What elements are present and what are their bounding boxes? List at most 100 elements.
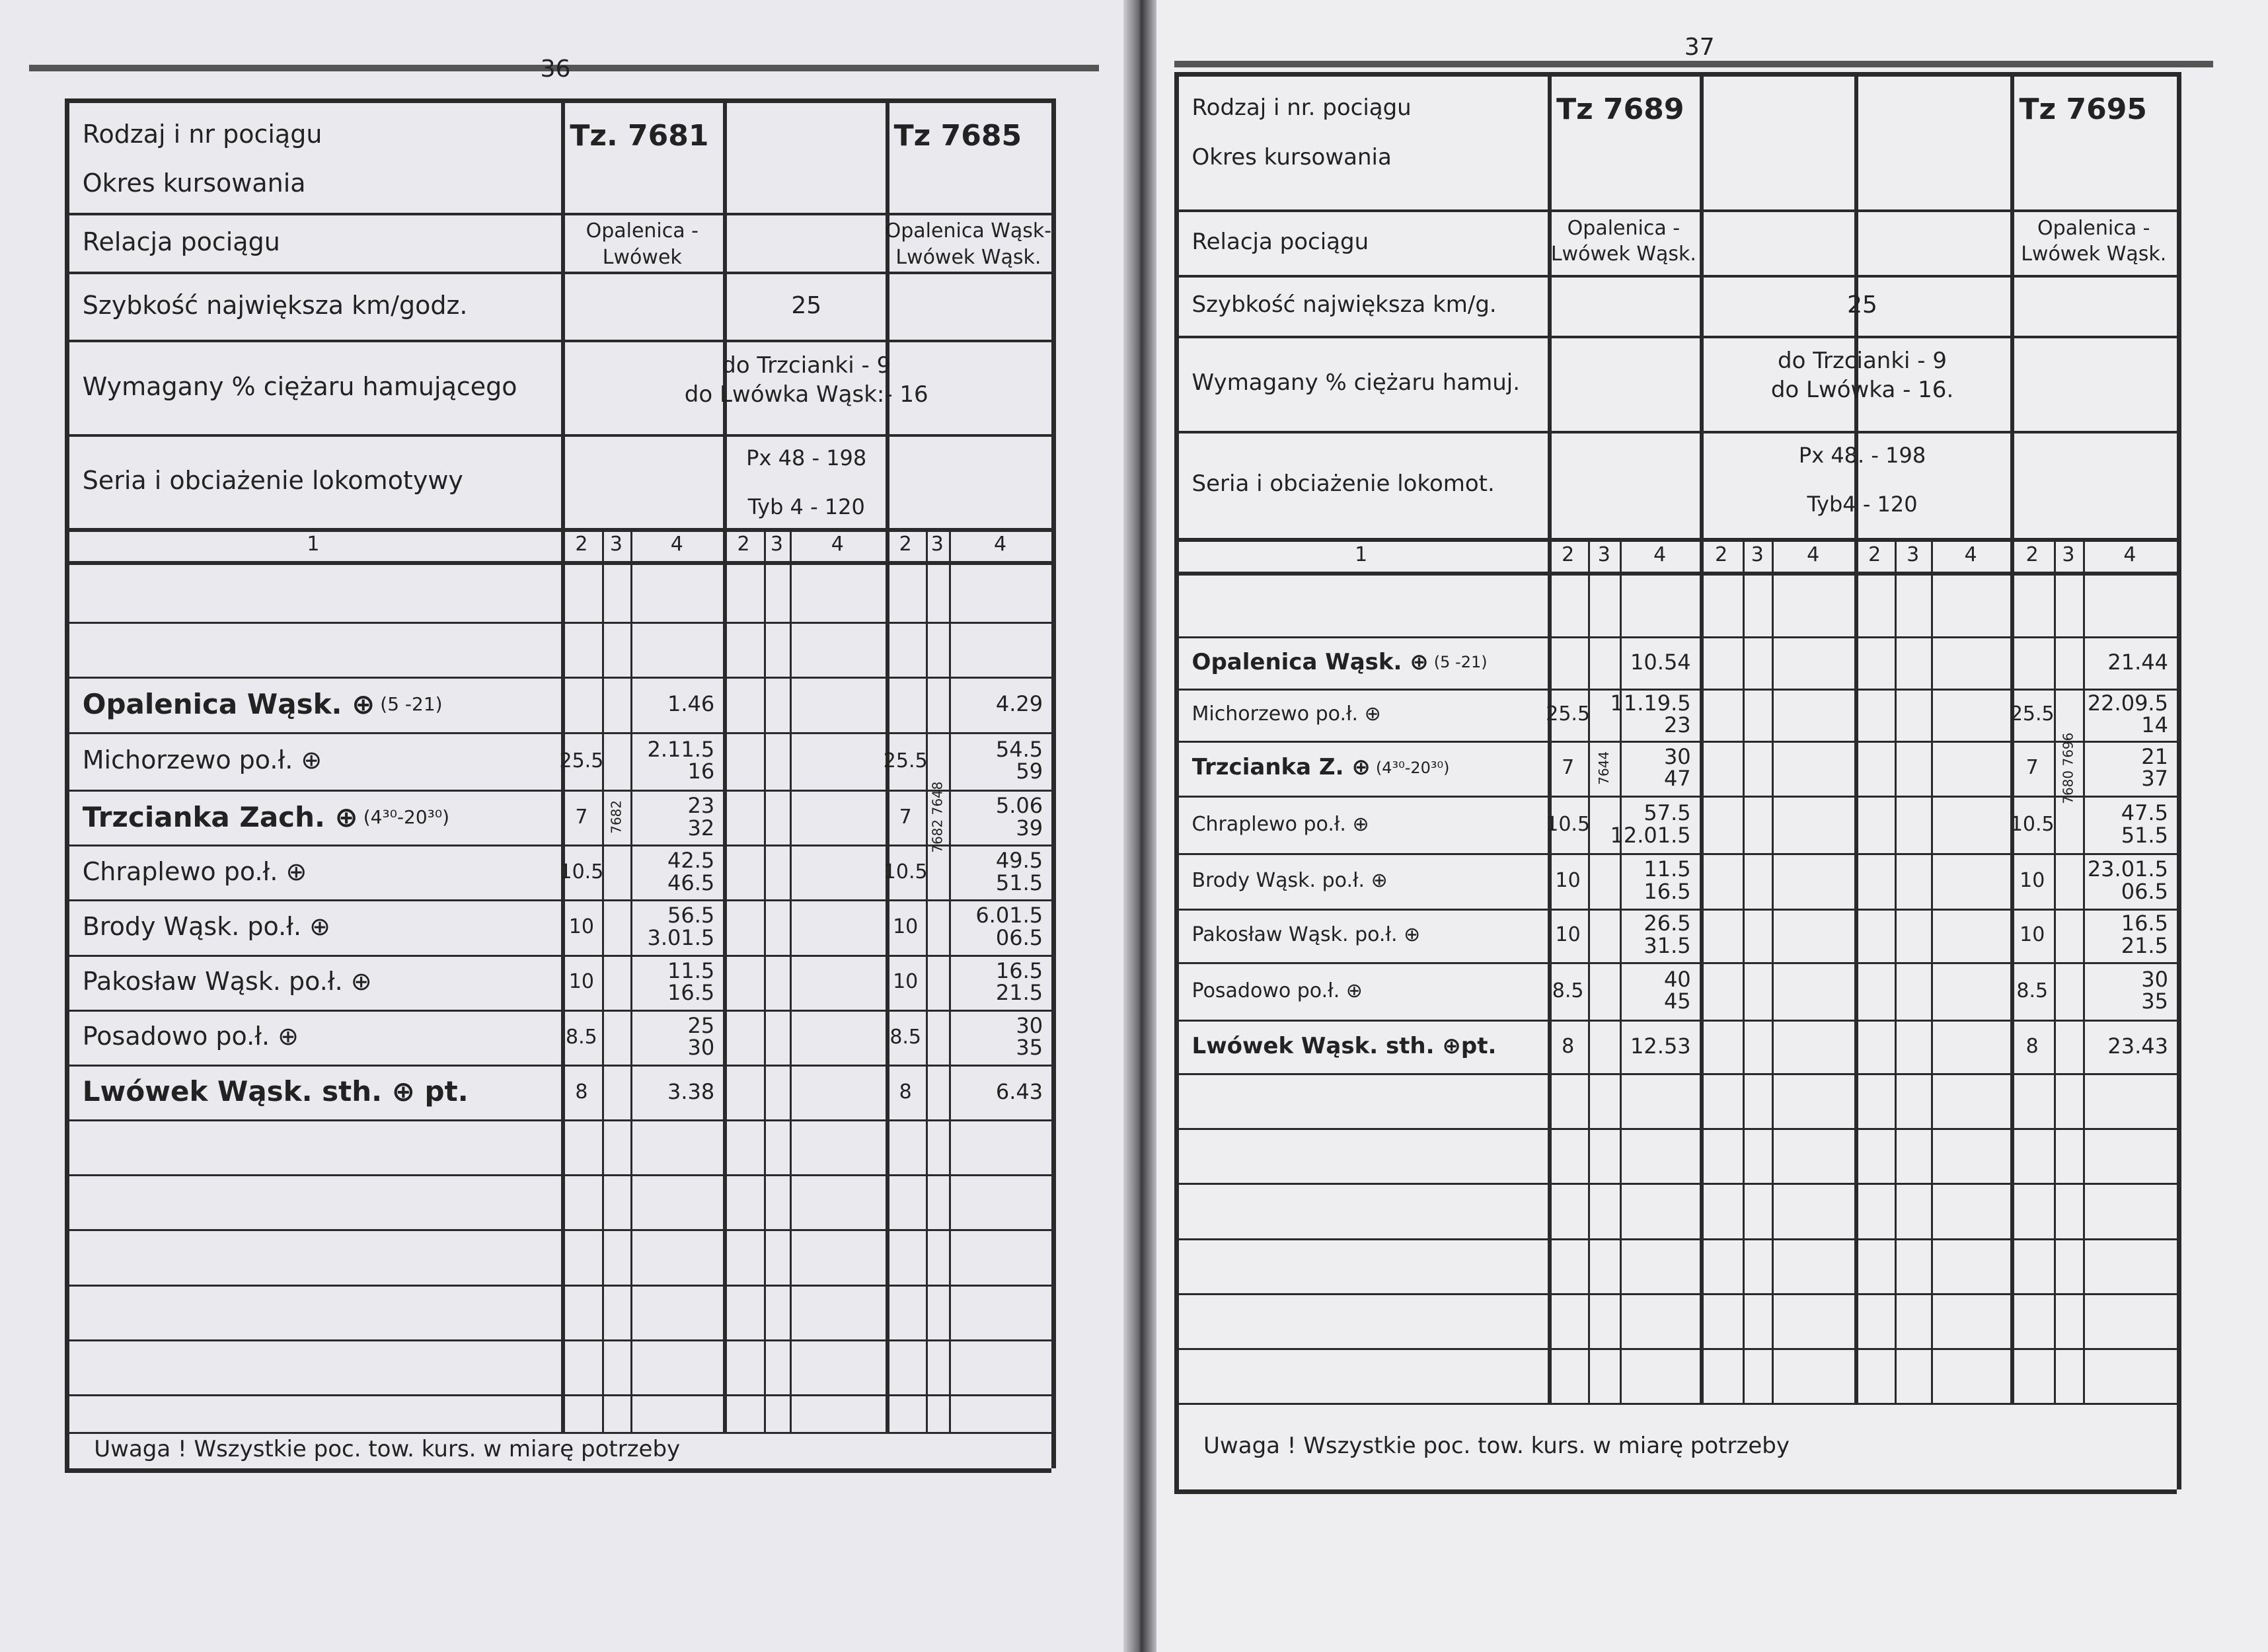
km-distance: 25.5 [883, 749, 928, 772]
time-cell: 16.5 21.5 [952, 955, 1043, 1010]
km-distance: 7 [1562, 756, 1575, 780]
grid-line [2010, 72, 2015, 1404]
grid-line [2054, 538, 2057, 1404]
km-distance: 7 [899, 805, 912, 829]
column-number: 2 [899, 533, 912, 556]
time-value: 57.5 [1644, 800, 1691, 825]
station-label: Opalenica Wąsk. ⊕ [82, 687, 375, 720]
grid-line [65, 340, 1052, 343]
column-number: 3 [930, 533, 944, 556]
station-name: Lwówek Wąsk. sth. ⊕pt. [1192, 1020, 1539, 1073]
time-value: 21 [2141, 743, 2168, 769]
time-value: 54.5 [995, 736, 1043, 762]
time-cell: 47.5 51.5 [2086, 796, 2168, 854]
grid-line [1174, 1183, 2177, 1185]
time-value: 30 [2141, 966, 2168, 992]
time-cell: 30 35 [952, 1010, 1043, 1065]
column-number: 2 [2025, 543, 2039, 566]
station-name: Trzcianka Zach. ⊕ (4³⁰-20³⁰) [83, 790, 552, 845]
grid-line [1174, 274, 2177, 278]
station-label: Lwówek Wąsk. sth. ⊕ pt. [82, 1075, 469, 1108]
station-label: Michorzewo po.ł. ⊕ [82, 745, 322, 775]
column-number: 4 [2123, 543, 2136, 566]
time-value: 35 [2141, 989, 2168, 1014]
time-value: 56.5 [667, 903, 715, 928]
km-distance: 10 [893, 970, 919, 994]
km-distance: 10 [568, 915, 594, 939]
label-brake: Wymagany % ciężaru hamującego [82, 371, 517, 401]
station-name: Brody Wąsk. po.ł. ⊕ [1192, 853, 1539, 908]
grid-line [885, 98, 889, 1432]
time-value: 23.43 [2107, 1033, 2168, 1059]
label-period: Okres kursowania [82, 169, 306, 198]
grid-line [65, 1229, 1052, 1232]
book-gutter [1123, 0, 1156, 1652]
column-number: 1 [307, 533, 320, 556]
page-top-edge [28, 65, 1100, 72]
time-value: 16.5 [667, 980, 715, 1006]
grid-line [1174, 688, 2177, 691]
time-cell: 21.44 [2086, 636, 2168, 689]
loco-load: Px 48. - 198 [1798, 442, 1926, 468]
time-value: 22.09.5 [2087, 690, 2168, 716]
grid-line [1547, 72, 1552, 1404]
time-value: 6.43 [995, 1078, 1043, 1104]
grid-line [1743, 538, 1745, 1404]
crossing-train: 7680 7696 [2060, 732, 2076, 804]
grid-line [1174, 1020, 2177, 1022]
km-distance: 8.5 [1552, 979, 1584, 1002]
label-brake: Wymagany % ciężaru hamuj. [1191, 369, 1521, 396]
brake-percent: do Trzcianki - 9 [1778, 348, 1947, 375]
grid-line [948, 527, 951, 1432]
time-cell: 5.06 39 [952, 790, 1043, 845]
grid-line [1174, 538, 2177, 543]
time-value: 10.54 [1630, 649, 1691, 675]
time-value: 2.11.5 [647, 736, 715, 762]
column-number: 2 [1868, 543, 1881, 566]
column-number: 4 [993, 533, 1007, 556]
column-number: 4 [1653, 543, 1667, 566]
label-speed: Szybkość największa km/g. [1191, 291, 1497, 318]
km-distance: 8.5 [566, 1025, 597, 1049]
grid-line [630, 527, 633, 1432]
grid-line [1174, 1403, 2177, 1406]
max-speed-value: 25 [791, 292, 822, 320]
km-distance: 10 [568, 970, 594, 994]
time-value: 31.5 [1644, 933, 1691, 959]
grid-line [1174, 1347, 2177, 1350]
time-value: 47.5 [2121, 800, 2168, 825]
station-label: Opalenica Wąsk. ⊕ [1191, 648, 1429, 675]
grid-line [1174, 571, 2177, 576]
time-cell: 11.5 16.5 [634, 955, 715, 1010]
column-number: 2 [1715, 543, 1728, 566]
grid-line [1854, 72, 1858, 1404]
time-value: 14 [2141, 712, 2168, 738]
km-distance: 25.5 [1546, 702, 1591, 726]
km-distance: 8.5 [889, 1025, 922, 1049]
train-number: Tz 7685 [893, 118, 1022, 153]
time-cell: 54.5 59 [952, 732, 1043, 790]
time-value: 16 [687, 759, 715, 784]
time-value: 11.19.5 [1610, 690, 1691, 716]
time-cell: 30 35 [2086, 962, 2168, 1020]
time-value: 5.06 [995, 793, 1043, 819]
footer-note: Uwaga ! Wszystkie poc. tow. kurs. w miar… [1203, 1432, 1790, 1459]
column-number: 3 [609, 533, 623, 556]
time-cell: 21 37 [2086, 741, 2168, 796]
station-name: Chraplewo po.ł. ⊕ [83, 845, 552, 899]
station-label: Michorzewo po.ł. ⊕ [1191, 702, 1381, 726]
km-distance: 8 [1562, 1034, 1575, 1058]
page-number: 36 [540, 56, 571, 83]
time-cell: 30 47 [1623, 741, 1691, 796]
grid-line [65, 98, 70, 1468]
loco-load: Px 48 - 198 [746, 445, 867, 471]
train-number [732, 107, 880, 165]
station-hours: (5 -21) [1433, 652, 1488, 671]
grid-line [65, 845, 1052, 847]
time-cell: 40 45 [1623, 962, 1691, 1020]
time-value: 45 [1663, 989, 1691, 1014]
time-value: 30 [1663, 743, 1691, 769]
time-value: 06.5 [2121, 878, 2168, 904]
train-relation: Lwówek [602, 245, 682, 269]
grid-line [65, 98, 1052, 103]
